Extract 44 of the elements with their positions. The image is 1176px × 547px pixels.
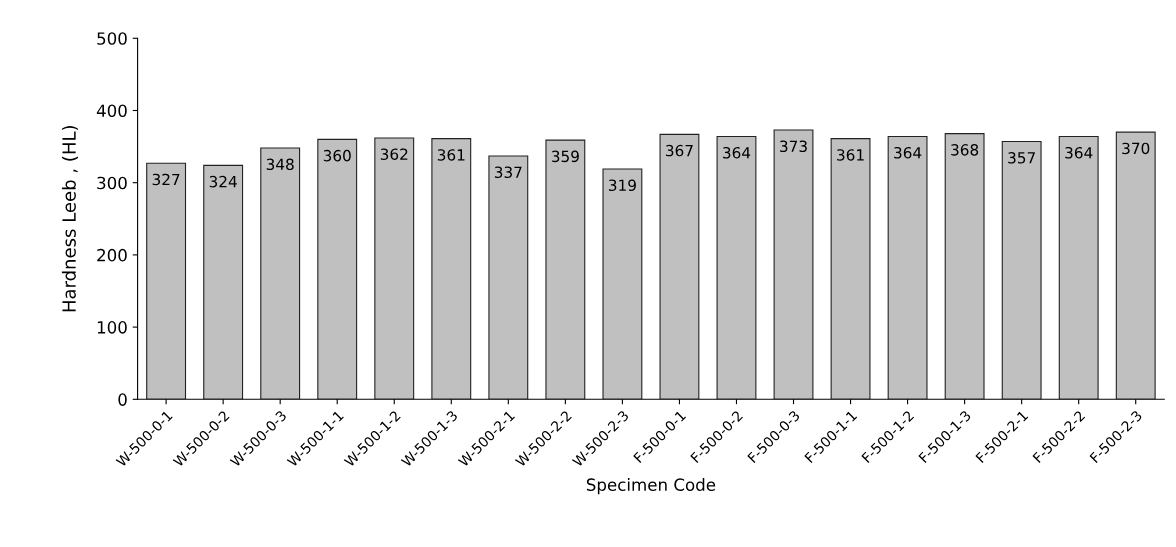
data-label: 367 (666, 144, 693, 157)
bar (317, 138, 358, 400)
bar (545, 139, 586, 400)
y-tick-label: 400 (96, 104, 127, 118)
bar (488, 155, 529, 400)
data-label: 360 (323, 149, 351, 162)
bar (1001, 140, 1042, 400)
data-label: 364 (1065, 146, 1093, 159)
data-label: 370 (1122, 142, 1150, 155)
bar (830, 138, 871, 400)
y-axis-title: Hardness Leeb , (HL) (61, 126, 79, 312)
x-axis-title: Specimen Code (586, 478, 716, 495)
data-label: 327 (152, 173, 180, 186)
y-tick-label: 0 (118, 393, 127, 406)
data-label: 319 (608, 179, 636, 192)
data-label: 361 (837, 149, 864, 161)
bar (146, 162, 187, 400)
data-label: 364 (723, 146, 751, 159)
data-label: 348 (266, 158, 294, 171)
data-label: 324 (209, 175, 237, 188)
bar (374, 137, 415, 400)
y-tick-label: 100 (97, 321, 127, 334)
bar (260, 147, 301, 400)
bar (602, 168, 643, 400)
data-label: 364 (894, 146, 922, 159)
bar (431, 138, 472, 400)
bar (716, 135, 757, 400)
y-tick-label: 500 (97, 32, 127, 45)
bar (944, 133, 985, 400)
data-label: 361 (437, 149, 465, 161)
bar (203, 164, 244, 400)
data-label: 359 (551, 150, 579, 163)
data-label: 368 (951, 144, 979, 156)
bar (773, 129, 814, 400)
bar (1115, 131, 1156, 400)
y-tick-label: 200 (97, 248, 127, 262)
y-tick-label: 300 (97, 176, 127, 190)
data-label: 337 (494, 166, 522, 179)
data-label: 362 (380, 148, 408, 160)
data-label: 373 (780, 140, 807, 153)
bar (1058, 135, 1099, 400)
bar (887, 135, 928, 400)
bar (659, 133, 700, 400)
data-label: 357 (1008, 152, 1035, 164)
